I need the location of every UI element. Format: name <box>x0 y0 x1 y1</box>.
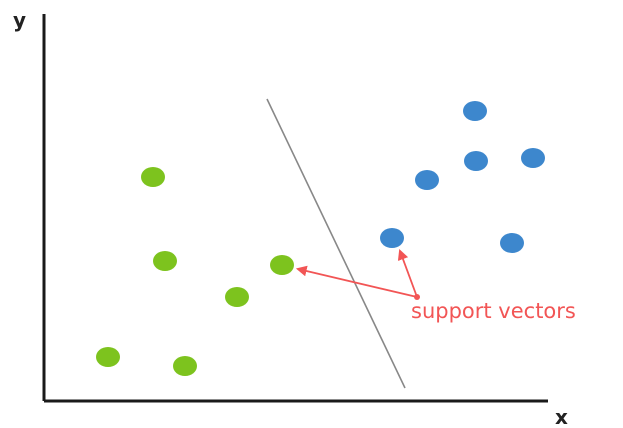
y-axis-label: y <box>13 8 26 32</box>
green-class-point <box>141 167 165 187</box>
data-points <box>96 101 545 376</box>
blue-class-point <box>464 151 488 171</box>
support-vectors-annotation: support vectors <box>295 248 576 323</box>
support-vector-arrow <box>295 265 418 298</box>
blue-class-point <box>415 170 439 190</box>
green-class-point <box>153 251 177 271</box>
decision-boundary-line <box>266 98 406 389</box>
support-vectors-label: support vectors <box>411 299 576 323</box>
green-class-point <box>96 347 120 367</box>
blue-class-point <box>380 228 404 248</box>
green-class-point <box>270 255 294 275</box>
x-axis-label: x <box>555 405 568 428</box>
blue-class-point <box>463 101 487 121</box>
green-class-point <box>225 287 249 307</box>
blue-class-point <box>521 148 545 168</box>
annotation-origin-dot <box>414 294 420 300</box>
support-vector-arrow <box>397 248 418 298</box>
green-class-point <box>173 356 197 376</box>
blue-class-point <box>500 233 524 253</box>
